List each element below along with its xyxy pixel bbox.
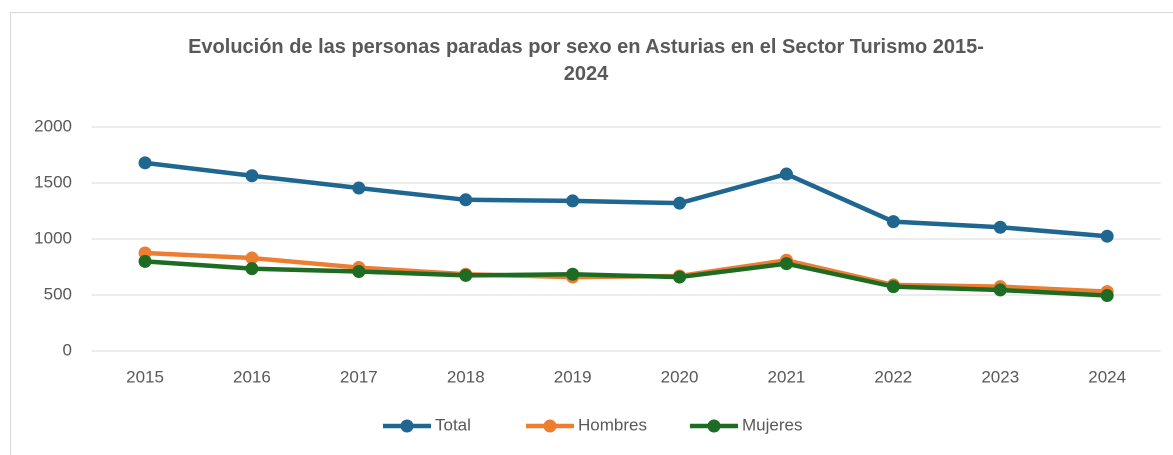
data-point bbox=[352, 181, 366, 195]
legend-marker bbox=[400, 419, 414, 433]
data-point bbox=[673, 270, 687, 284]
data-point bbox=[459, 268, 473, 282]
data-point bbox=[566, 267, 580, 281]
series-line bbox=[144, 250, 1108, 294]
x-tick-label: 2020 bbox=[661, 367, 699, 386]
data-point bbox=[138, 254, 152, 268]
y-tick-label: 500 bbox=[44, 284, 72, 303]
data-point bbox=[779, 167, 793, 181]
x-tick-label: 2018 bbox=[447, 367, 485, 386]
x-tick-label: 2017 bbox=[340, 367, 378, 386]
data-point bbox=[566, 194, 580, 208]
y-tick-label: 0 bbox=[63, 340, 72, 359]
data-point bbox=[886, 215, 900, 229]
x-tick-label: 2021 bbox=[768, 367, 806, 386]
x-tick-label: 2016 bbox=[233, 367, 271, 386]
x-tick-label: 2015 bbox=[126, 367, 164, 386]
data-point bbox=[779, 257, 793, 271]
x-tick-label: 2019 bbox=[554, 367, 592, 386]
x-tick-label: 2023 bbox=[981, 367, 1019, 386]
chart-border bbox=[10, 12, 1173, 455]
data-point bbox=[245, 251, 259, 265]
legend-label: Mujeres bbox=[742, 415, 802, 434]
data-point bbox=[1100, 229, 1114, 243]
x-tick-label: 2022 bbox=[874, 367, 912, 386]
data-point bbox=[1100, 289, 1114, 303]
y-tick-label: 1000 bbox=[34, 228, 72, 247]
legend-label: Total bbox=[435, 415, 471, 434]
series-line bbox=[144, 160, 1108, 239]
data-point bbox=[886, 280, 900, 294]
y-tick-label: 1500 bbox=[34, 172, 72, 191]
data-point bbox=[673, 196, 687, 210]
legend-label: Hombres bbox=[578, 415, 647, 434]
y-tick-label: 2000 bbox=[34, 116, 72, 135]
series-line bbox=[144, 259, 1108, 298]
data-point bbox=[138, 156, 152, 170]
legend-marker bbox=[707, 419, 721, 433]
data-point bbox=[245, 169, 259, 183]
data-point bbox=[993, 283, 1007, 297]
legend-marker bbox=[543, 419, 557, 433]
data-point bbox=[352, 264, 366, 278]
x-tick-label: 2024 bbox=[1088, 367, 1126, 386]
data-point bbox=[245, 262, 259, 276]
data-point bbox=[459, 193, 473, 207]
chart-title: Evolución de las personas paradas por se… bbox=[188, 36, 984, 85]
data-point bbox=[993, 220, 1007, 234]
